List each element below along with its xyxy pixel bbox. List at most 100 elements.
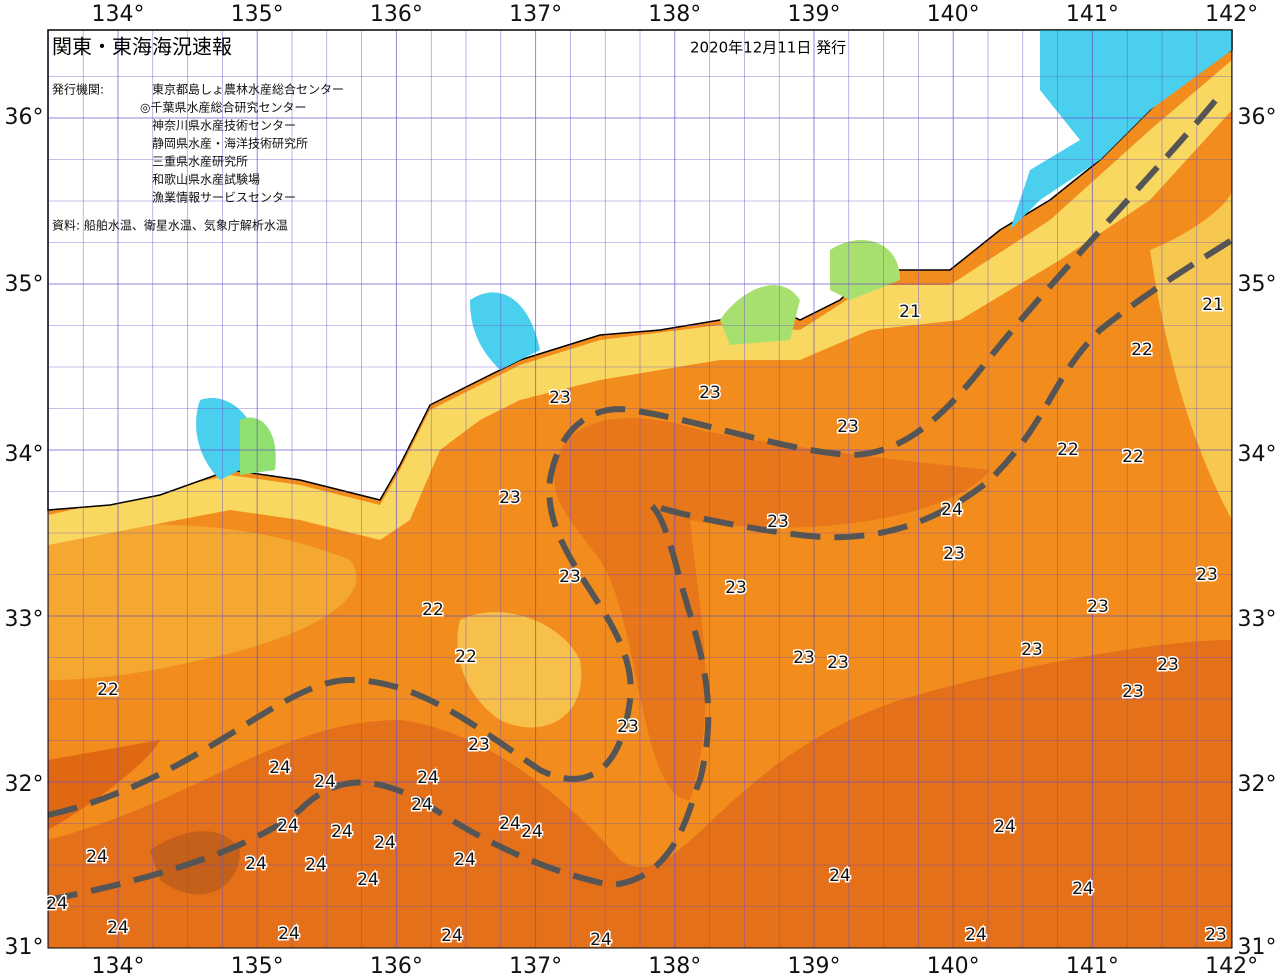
contour-label: 24: [829, 866, 851, 886]
coastal-green: [240, 417, 276, 475]
contour-label: 23: [468, 735, 490, 755]
contour-label: 23: [793, 648, 815, 668]
contour-label: 23: [699, 383, 721, 403]
lat-label-left: 31°: [5, 935, 44, 960]
lat-label-right: 35°: [1238, 272, 1277, 297]
coastal-green: [830, 240, 900, 300]
contour-label: 22: [1057, 440, 1079, 460]
lat-label-right: 36°: [1238, 105, 1277, 130]
contour-label: 23: [1122, 682, 1144, 702]
tokyo-bay-water: [1010, 30, 1232, 230]
ise-bay-water: [470, 292, 540, 370]
contour-label: 24: [374, 833, 396, 853]
issuer-name: 東京都島しょ農林水産総合センター: [152, 82, 344, 97]
issuer-name: 和歌山県水産試験場: [152, 172, 260, 187]
lat-label-right: 34°: [1238, 442, 1277, 467]
coastal-green: [720, 285, 800, 345]
lat-label-left: 35°: [5, 272, 44, 297]
issuer-name: 静岡県水産・海洋技術研究所: [152, 136, 308, 151]
contour-label: 23: [499, 488, 521, 508]
lat-label-right: 31°: [1238, 935, 1277, 960]
lon-label-top: 142°: [1205, 2, 1258, 27]
contour-label: 22: [1131, 340, 1153, 360]
contour-label: 24: [994, 817, 1016, 837]
contour-label: 23: [767, 512, 789, 532]
lat-label-left: 32°: [5, 772, 44, 797]
contour-label: 23: [617, 717, 639, 737]
source-note: 資料: 船舶水温、衛星水温、気象庁解析水温: [52, 218, 288, 233]
contour-label: 24: [331, 822, 353, 842]
contour-label: 24: [590, 930, 612, 950]
lon-label-top: 135°: [231, 2, 284, 27]
contour-label: 22: [455, 647, 477, 667]
lat-label-right: 33°: [1238, 607, 1277, 632]
lon-label-bottom: 141°: [1066, 954, 1119, 979]
contour-label: 24: [417, 768, 439, 788]
kuroshio-path: [47, 237, 1234, 903]
contour-label: 23: [1087, 597, 1109, 617]
lon-label-bottom: 137°: [509, 954, 562, 979]
contour-label: 24: [269, 758, 291, 778]
cool-patch: [457, 612, 582, 728]
lon-label-bottom: 134°: [92, 954, 145, 979]
contour-label: 23: [549, 388, 571, 408]
contour-label: 24: [965, 925, 987, 945]
issuer-label: 発行機関:: [52, 82, 104, 97]
contour-label: 24: [107, 918, 129, 938]
issue-date: 2020年12月11日 発行: [690, 39, 846, 57]
contour-label: 24: [441, 926, 463, 946]
contour-label: 24: [86, 847, 108, 867]
contour-label: 22: [422, 600, 444, 620]
lon-label-top: 140°: [927, 2, 980, 27]
contour-label: 23: [725, 578, 747, 598]
contour-label: 21: [1202, 295, 1224, 315]
lon-label-top: 138°: [648, 2, 701, 27]
lon-label-bottom: 139°: [788, 954, 841, 979]
lon-label-bottom: 140°: [927, 954, 980, 979]
contour-label: 24: [1072, 879, 1094, 899]
cool-zone: [1150, 190, 1232, 520]
contour-label: 23: [827, 653, 849, 673]
contour-label: 22: [1122, 447, 1144, 467]
kuroshio-path: [47, 93, 1223, 818]
issuer-name: 三重県水産研究所: [152, 154, 248, 169]
coastal-zone: [48, 60, 1232, 545]
contour-label: 24: [46, 894, 68, 914]
lon-label-top: 137°: [509, 2, 562, 27]
lat-label-right: 32°: [1238, 772, 1277, 797]
issuer-name: 神奈川県水産技術センター: [152, 118, 296, 133]
contour-label: 24: [245, 854, 267, 874]
lon-label-top: 141°: [1066, 2, 1119, 27]
contour-label: 24: [454, 850, 476, 870]
lon-label-bottom: 138°: [648, 954, 701, 979]
contour-label: 23: [559, 567, 581, 587]
issuer-name: ◎千葉県水産総合研究センター: [140, 100, 306, 115]
map-frame: [47, 29, 1233, 949]
contour-label: 23: [1157, 655, 1179, 675]
contour-label: 24: [411, 795, 433, 815]
lon-label-bottom: 136°: [370, 954, 423, 979]
contour-label: 24: [521, 822, 543, 842]
labels: 134° 134° 135° 135° 136° 136° 137° 137° 138° 138°…: [5, 2, 1277, 979]
lon-label-top: 134°: [92, 2, 145, 27]
contour-label: 23: [1021, 640, 1043, 660]
lon-label-top: 136°: [370, 2, 423, 27]
contour-label: 24: [357, 870, 379, 890]
contour-label: 21: [899, 302, 921, 322]
map-title: 関東・東海海況速報: [52, 35, 232, 59]
issuer-name: 漁業情報サービスセンター: [152, 191, 296, 205]
lat-label-left: 33°: [5, 607, 44, 632]
contour-label: 23: [1205, 925, 1227, 945]
cool-zone: [48, 524, 357, 680]
contour-label: 24: [278, 924, 300, 944]
contour-label: 23: [943, 544, 965, 564]
kuroshio-core: [554, 418, 990, 800]
contour-label: 24: [305, 855, 327, 875]
lon-label-top: 139°: [788, 2, 841, 27]
lon-label-bottom: 135°: [231, 954, 284, 979]
contour-label: 24: [499, 814, 521, 834]
grid: [48, 30, 1233, 948]
warm-zone: [48, 640, 1232, 948]
